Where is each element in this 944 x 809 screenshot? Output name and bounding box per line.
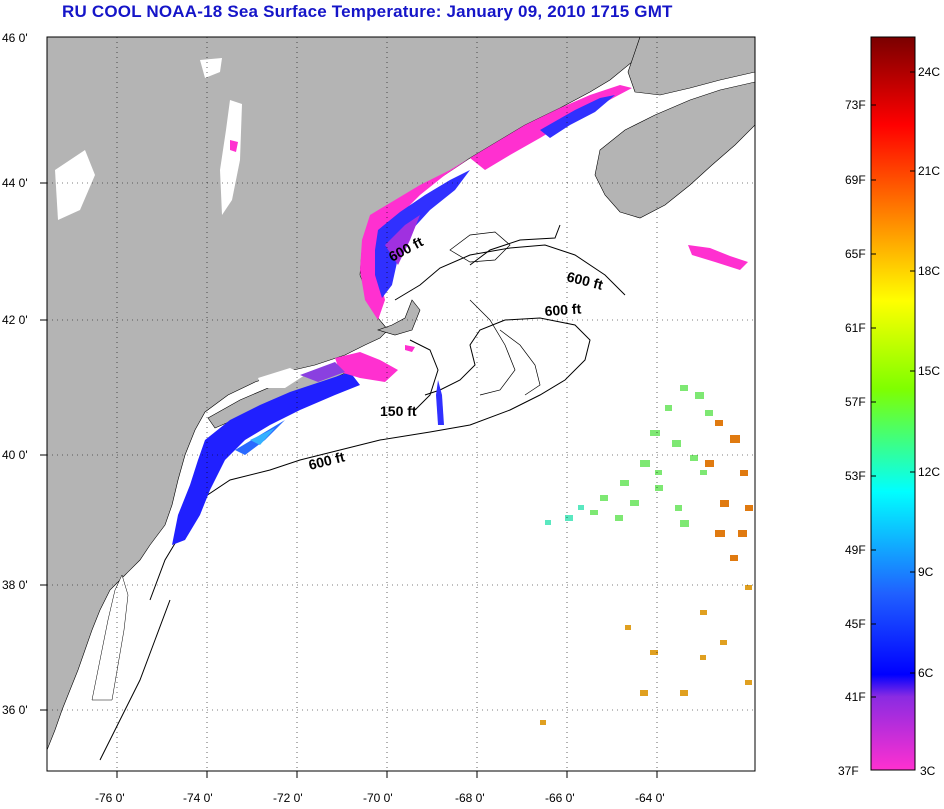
colorbar-c-label: 18C	[918, 264, 940, 278]
lat-label: 42 0'	[2, 313, 28, 327]
colorbar-ticks	[871, 71, 915, 698]
contour-label: 600 ft	[544, 300, 582, 319]
chesapeake-bay	[91, 574, 129, 701]
axis-ticks	[40, 182, 658, 778]
colorbar-c-label: 24C	[918, 65, 940, 79]
lon-label: -76 0'	[95, 791, 125, 805]
georges-bank-contours	[449, 231, 541, 396]
lon-label: -64 0'	[635, 791, 665, 805]
colorbar-c-label: 3C	[920, 764, 936, 778]
colorbar-f-label: 57F	[845, 395, 866, 409]
colorbar-c-label: 21C	[918, 164, 940, 178]
map-frame	[46, 36, 756, 772]
colorbar-f-label: 49F	[845, 543, 866, 557]
colorbar-f-label: 37F	[838, 764, 859, 778]
colorbar	[870, 36, 916, 771]
contour-label: 150 ft	[380, 403, 417, 419]
lat-label: 38 0'	[2, 578, 28, 592]
lake	[200, 58, 222, 78]
lon-label: -70 0'	[363, 791, 393, 805]
colorbar-f-label: 45F	[845, 617, 866, 631]
colorbar-c-label: 6C	[918, 666, 934, 680]
grid-lines	[47, 37, 755, 771]
map-title: RU COOL NOAA-18 Sea Surface Temperature:…	[62, 2, 673, 21]
lon-label: -74 0'	[183, 791, 213, 805]
colorbar-f-label: 41F	[845, 690, 866, 704]
lat-label: 36 0'	[2, 703, 28, 717]
colorbar-f-label: 73F	[845, 98, 866, 112]
colorbar-c-label: 9C	[918, 565, 934, 579]
lake	[258, 368, 305, 388]
lon-label: -72 0'	[273, 791, 303, 805]
colorbar-f-label: 65F	[845, 247, 866, 261]
colorbar-f-label: 69F	[845, 173, 866, 187]
lon-label: -66 0'	[545, 791, 575, 805]
sst-data-coastal	[172, 85, 748, 545]
lake	[220, 100, 242, 215]
sst-data-offshore	[540, 385, 753, 725]
land-cape-cod	[377, 299, 421, 336]
land-nova-scotia	[594, 81, 755, 219]
colorbar-c-label: 15C	[918, 364, 940, 378]
colorbar-f-label: 53F	[845, 469, 866, 483]
lat-label: 44 0'	[2, 176, 28, 190]
lake	[55, 150, 95, 220]
lat-label: 40 0'	[2, 448, 28, 462]
lon-label: -68 0'	[455, 791, 485, 805]
colorbar-c-label: 12C	[918, 465, 940, 479]
lat-label: 46 0'	[2, 31, 28, 45]
colorbar-f-label: 61F	[845, 321, 866, 335]
land-new-brunswick	[627, 37, 755, 96]
